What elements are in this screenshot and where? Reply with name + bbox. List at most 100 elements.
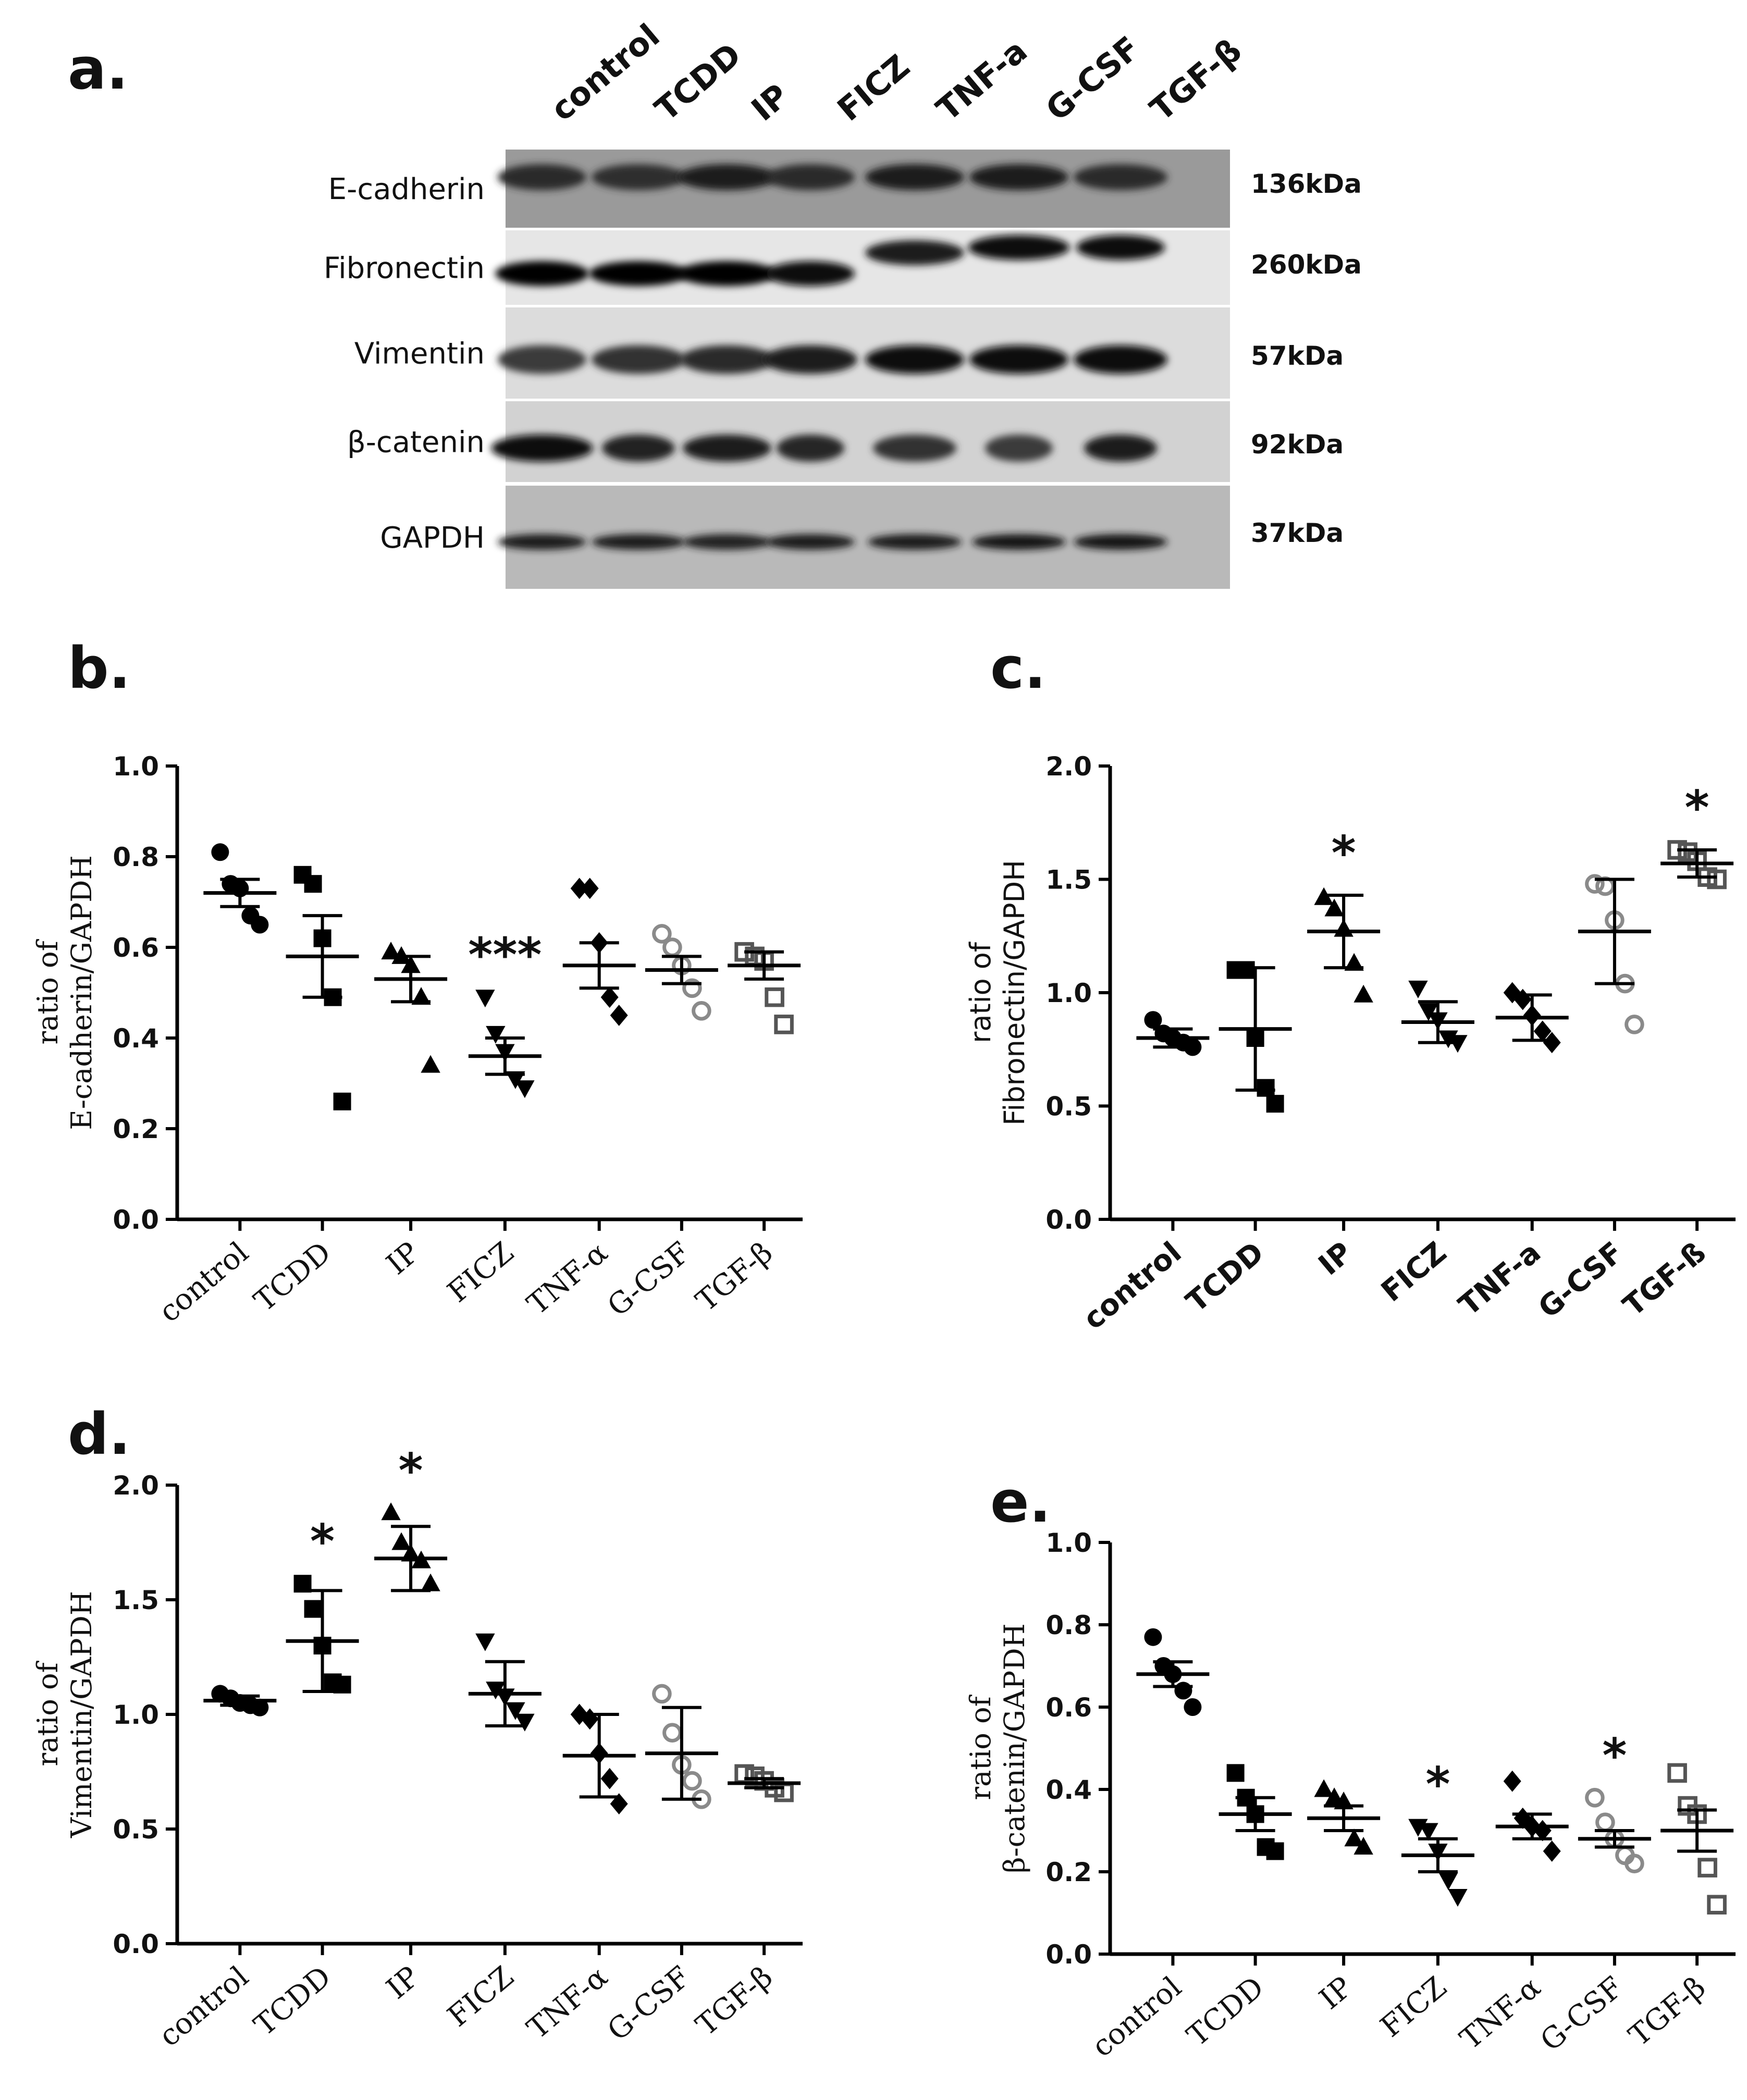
category-label: TCDD [248,1960,338,2043]
data-point [581,878,599,899]
blot-band [865,164,964,190]
data-point [1184,1698,1202,1716]
data-point [570,878,588,899]
y-tick-label: 2.0 [113,1471,159,1501]
data-point [1257,1079,1275,1097]
blot-band [777,435,844,462]
data-point [1667,1763,1687,1783]
data-point [421,1573,440,1591]
data-point [515,1080,535,1098]
blot-row: E-cadherin 136kDa [328,150,1362,228]
data-point [1438,1872,1458,1891]
chart-e: 0.0 0.2 0.4 0.6 0.8 1.0 ratio of β-catenin/GAPD… [964,1528,1736,2064]
significance-marker: * [1425,1757,1450,1812]
data-point [1514,989,1532,1010]
blot-band [985,435,1053,462]
data-point [1354,1837,1373,1855]
data-point [652,1684,672,1704]
blot-band [1084,435,1157,462]
category-label: FICZ [1375,1236,1453,1308]
data-point [1585,874,1605,894]
data-point [251,916,269,934]
y-axis-label-line2: Fibronectin/GAPDH [998,860,1031,1126]
blot-band [498,534,586,550]
data-point [682,978,702,998]
significance-marker: * [1602,1728,1627,1783]
data-point [1174,1682,1192,1700]
data-point [1237,961,1255,979]
category-label: TGF-β [690,1960,779,2043]
significance-marker: *** [468,928,542,983]
data-point [1707,869,1727,890]
category-label: FICZ [441,1960,520,2034]
y-tick-label: 1.0 [1045,1528,1092,1558]
y-axis-label-line1: ratio of [31,938,64,1044]
blot-band [680,345,774,374]
blot-band [1074,164,1167,190]
protein-label: GAPDH [380,521,485,555]
blot-band [766,534,855,550]
kda-label: 92kDa [1251,429,1344,460]
data-point [1595,1812,1615,1832]
y-axis-label-line2: β-catenin/GAPDH [998,1623,1031,1873]
blot-band [766,164,855,190]
data-point [515,1713,535,1732]
category-label: TGF-ß [1617,1236,1712,1323]
data-point [1543,1840,1561,1862]
data-point [1314,1779,1334,1797]
chart-c: 0.0 0.5 1.0 1.5 2.0 ratio of Fibronectin/GAPDH… [964,751,1736,1336]
blot-band [498,164,586,190]
category-label: G-CSF [601,1960,697,2048]
data-point [1408,980,1428,998]
category-label: IP [1313,1970,1359,2016]
blot-band [764,345,857,374]
data-point [610,1005,628,1026]
y-tick-label: 0.8 [1045,1610,1092,1640]
category-label: control [1086,1970,1188,2064]
data-point [1448,1888,1468,1907]
y-tick-label: 1.0 [1045,978,1092,1008]
blot-band [972,534,1066,550]
lane-label: G-CSF [1039,29,1147,128]
data-point [1344,1829,1364,1847]
protein-label: Vimentin [354,337,485,371]
category-label: G-CSF [1532,1236,1630,1325]
significance-marker: * [399,1443,423,1498]
data-point [1144,1011,1162,1029]
blot-band [592,345,685,374]
data-point [600,986,619,1008]
blot-band [678,261,777,286]
category-label: FICZ [1374,1970,1453,2044]
data-point [381,1502,401,1521]
data-point [1707,1895,1727,1914]
category-label: IP [380,1236,426,1281]
significance-marker: * [1332,826,1356,881]
data-point [1226,1764,1245,1782]
category-label: TNF-α [1454,1970,1547,2056]
significance-marker: * [1685,781,1709,835]
data-point [1266,1095,1284,1113]
data-point [1324,898,1344,917]
blot-band [602,435,675,462]
category-label: control [153,1236,255,1329]
category-label: FICZ [441,1236,520,1310]
category-label: G-CSF [1534,1970,1630,2058]
blot-band [683,435,771,462]
significance-marker: * [310,1514,335,1569]
chart-d: 0.0 0.5 1.0 1.5 2.0 ratio of Vimentin/GAPDH con… [31,1443,803,2054]
y-tick-label: 0.2 [113,1114,159,1144]
y-tick-label: 0.0 [113,1205,159,1235]
y-tick-label: 0.6 [1045,1693,1092,1723]
data-point [1625,1015,1644,1034]
blot-band [865,240,964,265]
y-axis-label-line1: ratio of [964,941,997,1043]
data-point [765,987,784,1007]
y-tick-label: 0.5 [1045,1092,1092,1122]
data-point [304,1600,322,1618]
y-tick-label: 0.2 [1045,1857,1092,1887]
data-point [421,1055,440,1073]
kda-label: 37kDa [1251,518,1344,548]
